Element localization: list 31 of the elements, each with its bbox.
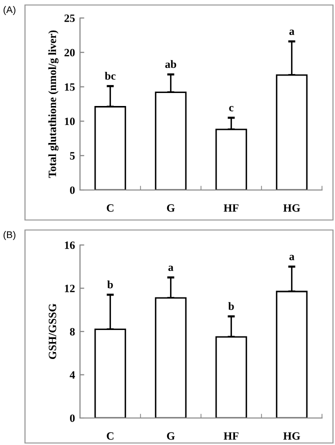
annotation: ab (165, 60, 176, 68)
x-tick-label: HG (283, 432, 300, 440)
y-tick-label: 0 (70, 414, 75, 422)
annotation: bc (104, 72, 116, 80)
x-tick-label: G (166, 432, 175, 440)
x-tick-label: G (166, 204, 175, 212)
x-tick-label: C (106, 432, 114, 440)
annotation: a (168, 266, 174, 272)
annotation: c (229, 106, 234, 112)
x-tick-label: C (106, 204, 114, 212)
y-tick-label: 5 (70, 152, 75, 160)
y-tick-label: 4 (70, 371, 75, 379)
annotation: a (289, 254, 294, 260)
y-tick-label: 16 (64, 241, 75, 249)
y-axis-title: Total glutathione (nmol/g liver) (48, 30, 58, 178)
y-tick-label: 15 (64, 83, 75, 91)
x-tick-label: HF (224, 432, 238, 440)
annotation: b (107, 280, 113, 288)
annotation: b (228, 302, 234, 310)
y-tick-label: 0 (70, 186, 75, 194)
x-tick-label: HG (283, 204, 300, 212)
y-tick-label: 25 (64, 14, 75, 22)
y-tick-label: 20 (64, 48, 75, 56)
y-tick-label: 12 (64, 284, 75, 292)
y-tick-label: 8 (70, 328, 75, 336)
text: (A) (4, 6, 16, 16)
text: (B) (4, 231, 16, 240)
annotation: a (289, 30, 294, 35)
y-tick-label: 10 (64, 118, 75, 126)
y-axis-title: GSH/GSSG (48, 304, 56, 360)
x-tick-label: HF (224, 204, 238, 212)
